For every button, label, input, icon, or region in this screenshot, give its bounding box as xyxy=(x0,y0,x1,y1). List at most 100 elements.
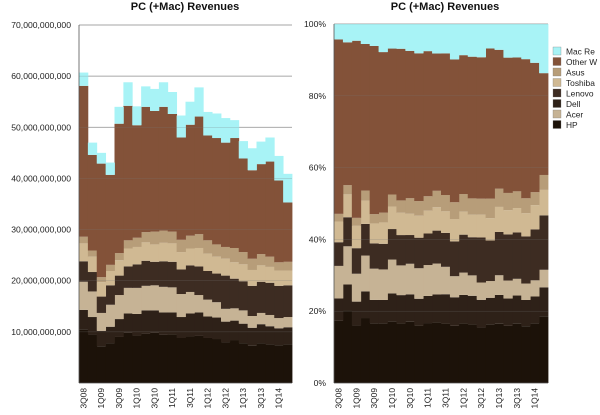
legend-label-asus: Asus xyxy=(566,68,585,78)
left-x-tick-label: 3Q09 xyxy=(114,388,124,409)
left-mac-re-segment xyxy=(123,82,133,106)
right-toshiba-segment xyxy=(441,211,451,233)
left-hp-segment xyxy=(114,336,124,383)
left-hp-segment xyxy=(238,343,249,383)
right-lenovo-segment xyxy=(512,232,522,279)
left-dell-segment xyxy=(167,312,178,335)
right-acer-segment xyxy=(449,276,460,298)
left-lenovo-segment xyxy=(96,296,107,313)
left-toshiba-segment xyxy=(105,271,115,286)
legend-swatch-other-w xyxy=(552,57,562,66)
right-asus-segment xyxy=(378,212,388,223)
right-mac-re-segment xyxy=(485,24,495,49)
left-lenovo-segment xyxy=(265,282,275,315)
left-mac-re-segment xyxy=(132,106,142,126)
right-dell-segment xyxy=(521,299,531,327)
right-asus-segment xyxy=(414,201,424,216)
right-dell-segment xyxy=(405,294,415,322)
right-dell-segment xyxy=(467,295,478,325)
left-mac-re-segment xyxy=(185,101,195,125)
left-mac-re-segment xyxy=(221,118,231,143)
right-mac-re-segment xyxy=(503,24,513,58)
right-lenovo-segment xyxy=(396,235,406,266)
left-acer-segment xyxy=(176,294,186,318)
right-x-tick-label: 3Q09 xyxy=(369,388,379,409)
left-mac-re-segment xyxy=(150,88,160,111)
right-acer-segment xyxy=(396,265,406,296)
left-asus-segment xyxy=(256,254,266,266)
right-asus-segment xyxy=(485,198,495,219)
right-hp-segment xyxy=(432,322,442,383)
right-lenovo-segment xyxy=(405,235,415,264)
right-dell-segment xyxy=(503,298,513,326)
left-asus-segment xyxy=(96,277,107,283)
left-asus-segment xyxy=(283,261,293,271)
left-x-tick-label: 3Q10 xyxy=(149,388,159,409)
right-acer-segment xyxy=(351,273,362,302)
right-mac-re-segment xyxy=(494,24,504,50)
right-other-w-segment xyxy=(503,57,513,193)
right-hp-segment xyxy=(503,325,513,383)
left-other-w-segment xyxy=(212,138,222,245)
left-lenovo-segment xyxy=(176,269,186,295)
right-other-w-segment xyxy=(334,39,344,214)
left-lenovo-segment xyxy=(114,275,124,296)
right-asus-segment xyxy=(494,188,504,207)
right-dell-segment xyxy=(351,301,362,326)
right-dell-segment xyxy=(396,295,406,324)
left-other-w-segment xyxy=(167,113,178,232)
right-mac-re-segment xyxy=(432,24,442,54)
left-x-tick-label: 1Q09 xyxy=(96,388,106,409)
right-acer-segment xyxy=(485,281,495,298)
left-lenovo-segment xyxy=(158,261,169,287)
right-lenovo-segment xyxy=(369,243,379,269)
right-other-w-segment xyxy=(423,51,433,197)
right-y-tick-label: 40% xyxy=(309,234,327,244)
right-y-tick-label: 0% xyxy=(314,378,327,388)
left-other-w-segment xyxy=(256,164,266,255)
left-other-w-segment xyxy=(123,105,133,241)
right-lenovo-segment xyxy=(351,248,362,274)
left-mac-re-segment xyxy=(79,72,89,86)
left-other-w-segment xyxy=(105,174,115,265)
left-hp-segment xyxy=(194,335,204,383)
left-x-tick-label: 1Q13 xyxy=(238,388,248,409)
left-x-tick-label: 3Q13 xyxy=(256,388,266,409)
right-acer-segment xyxy=(423,265,433,296)
left-acer-segment xyxy=(283,317,293,328)
left-other-w-segment xyxy=(247,170,257,259)
right-other-w-segment xyxy=(476,57,486,199)
left-asus-segment xyxy=(212,244,222,257)
left-asus-segment xyxy=(105,264,115,271)
left-asus-segment xyxy=(265,256,275,267)
right-mac-re-segment xyxy=(530,24,540,63)
left-acer-segment xyxy=(167,287,178,313)
legend-label-toshiba: Toshiba xyxy=(566,78,595,88)
left-lenovo-segment xyxy=(283,285,293,318)
right-other-w-segment xyxy=(441,53,451,196)
right-dell-segment xyxy=(494,294,504,324)
right-dell-segment xyxy=(342,284,353,311)
left-dell-segment xyxy=(132,313,142,336)
right-acer-segment xyxy=(369,268,379,300)
left-dell-segment xyxy=(203,316,213,338)
left-toshiba-segment xyxy=(212,256,222,274)
right-dell-segment xyxy=(512,295,522,324)
left-toshiba-segment xyxy=(221,258,231,276)
right-asus-segment xyxy=(458,194,469,212)
left-mac-re-segment xyxy=(176,115,186,138)
left-toshiba-segment xyxy=(194,247,204,267)
right-lenovo-segment xyxy=(503,234,513,281)
left-asus-segment xyxy=(185,235,195,249)
left-toshiba-segment xyxy=(96,282,107,297)
left-acer-segment xyxy=(194,295,204,313)
right-acer-segment xyxy=(432,263,442,295)
left-hp-segment xyxy=(158,334,169,383)
left-dell-segment xyxy=(141,310,151,334)
right-other-w-segment xyxy=(494,49,504,189)
left-acer-segment xyxy=(105,304,115,327)
left-hp-segment xyxy=(132,335,142,383)
right-hp-segment xyxy=(387,321,397,383)
right-other-w-segment xyxy=(342,42,353,186)
left-toshiba-segment xyxy=(283,270,293,286)
